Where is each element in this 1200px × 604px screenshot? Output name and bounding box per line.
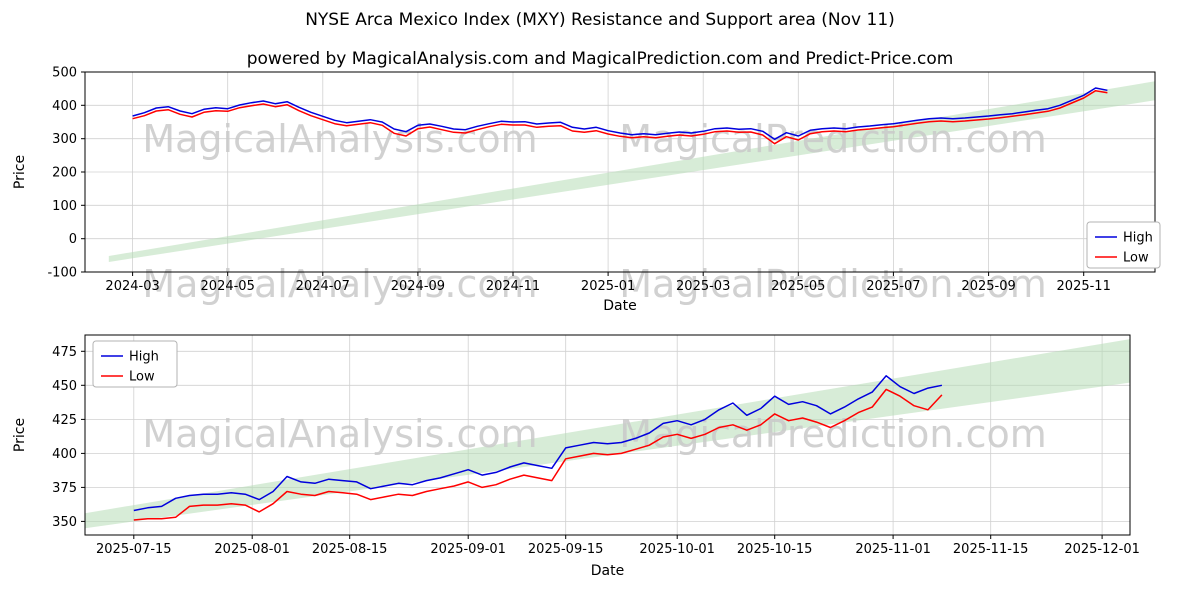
y-axis-label: Price	[12, 418, 28, 452]
watermark-text: MagicalAnalysis.com	[142, 117, 537, 161]
x-tick-label: 2024-07	[296, 279, 350, 294]
x-tick-label: 2025-08-01	[214, 542, 290, 557]
y-tick-label: 400	[52, 99, 77, 114]
y-tick-label: -100	[47, 266, 77, 281]
x-tick-label: 2024-11	[486, 279, 540, 294]
x-tick-label: 2025-09-01	[430, 542, 506, 557]
x-axis-label: Date	[603, 298, 636, 314]
y-tick-label: 100	[52, 199, 77, 214]
legend-label-low: Low	[1123, 251, 1149, 266]
high-line	[132, 87, 1108, 141]
y-tick-label: 400	[52, 447, 77, 462]
low-line	[133, 388, 943, 521]
y-tick-label: 450	[52, 379, 77, 394]
x-tick-label: 2025-05	[771, 279, 825, 294]
legend-label-low: Low	[129, 370, 155, 385]
y-tick-label: 375	[52, 481, 77, 496]
x-tick-label: 2025-11	[1057, 279, 1111, 294]
x-tick-label: 2025-07	[866, 279, 920, 294]
watermark-text: MagicalAnalysis.com	[142, 262, 537, 306]
x-tick-label: 2025-09	[961, 279, 1015, 294]
y-tick-label: 500	[52, 66, 77, 81]
x-tick-label: 2024-03	[105, 279, 159, 294]
x-tick-label: 2025-01	[581, 279, 635, 294]
plot-border	[84, 334, 1131, 536]
high-line	[133, 375, 943, 512]
chart-top-overview: MagicalAnalysis.com MagicalPrediction.com…	[12, 66, 1161, 314]
powered-by-subtitle: powered by MagicalAnalysis.com and Magic…	[247, 49, 954, 69]
x-axis-label: Date	[591, 563, 624, 579]
y-axis-label: Price	[12, 155, 28, 189]
y-tick-label: 300	[52, 132, 77, 147]
x-tick-label: 2025-10-15	[737, 542, 813, 557]
x-tick-label: 2025-08-15	[312, 542, 388, 557]
x-tick-label: 2024-05	[201, 279, 255, 294]
y-tick-label: 0	[69, 232, 77, 247]
y-tick-label: 475	[52, 345, 77, 360]
x-tick-label: 2025-11-01	[855, 542, 931, 557]
legend-label-high: High	[1123, 231, 1153, 246]
watermark-text: MagicalPrediction.com	[619, 412, 1047, 456]
x-tick-label: 2025-10-01	[639, 542, 715, 557]
x-tick-label: 2025-09-15	[528, 542, 604, 557]
y-tick-label: 200	[52, 166, 77, 181]
x-tick-label: 2025-11-15	[953, 542, 1029, 557]
low-line	[132, 89, 1108, 145]
x-tick-label: 2025-03	[676, 279, 730, 294]
x-tick-label: 2025-07-15	[96, 542, 172, 557]
watermark-text: MagicalPrediction.com	[619, 262, 1047, 306]
x-tick-label: 2025-12-01	[1064, 542, 1140, 557]
chart-bottom-zoomed: MagicalAnalysis.com MagicalPrediction.com…	[12, 334, 1140, 579]
y-tick-label: 425	[52, 413, 77, 428]
watermark-text: MagicalAnalysis.com	[142, 412, 537, 456]
legend-label-high: High	[129, 350, 159, 365]
y-tick-label: 350	[52, 515, 77, 530]
watermark-text: MagicalPrediction.com	[619, 117, 1047, 161]
page-title: NYSE Arca Mexico Index (MXY) Resistance …	[305, 10, 895, 30]
x-tick-label: 2024-09	[391, 279, 445, 294]
